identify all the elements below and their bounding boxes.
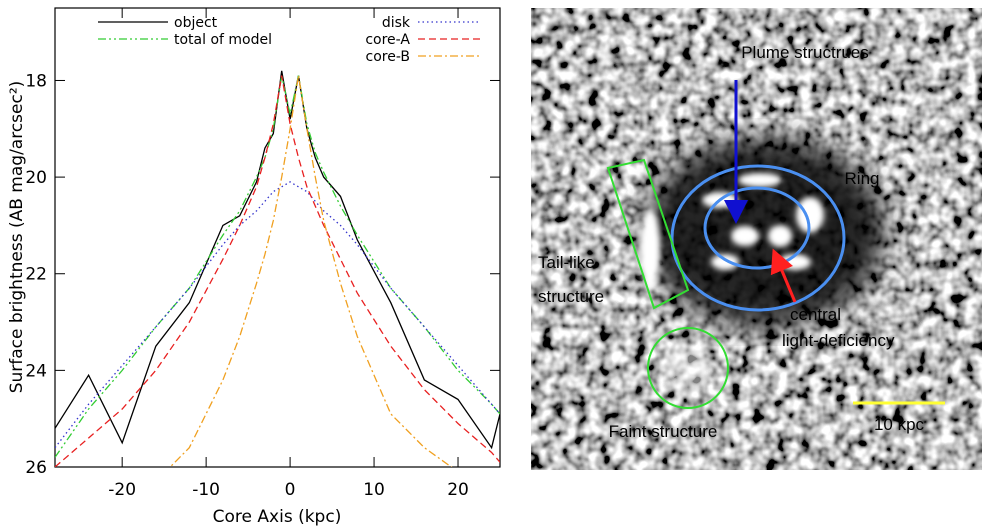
scale-label: 10 kpc	[874, 415, 925, 434]
central-label: central	[790, 305, 841, 324]
series-line	[55, 70, 500, 450]
ring-ellipse	[670, 164, 846, 312]
plume-label: Plume structrues	[741, 43, 869, 62]
y-tick-label: 24	[25, 361, 47, 381]
inner-ellipse	[703, 186, 811, 270]
faint-label: Faint structure	[609, 422, 718, 441]
y-tick-label: 20	[25, 168, 47, 188]
bright-blobs	[640, 173, 824, 394]
tail-label: structure	[538, 287, 604, 306]
x-tick-label: -20	[108, 480, 136, 500]
legend-label: object	[174, 15, 218, 31]
legend-label: core-B	[366, 49, 410, 65]
tail-outline	[606, 158, 690, 310]
y-tick-label: 26	[25, 458, 47, 478]
legend-label: disk	[382, 15, 411, 31]
tail-label: Tail-like	[538, 253, 595, 272]
legend-label: core-A	[365, 32, 410, 48]
y-tick-label: 18	[25, 71, 47, 91]
central-label: light-deficiency	[782, 331, 895, 350]
series-line	[55, 75, 500, 458]
central-arrow	[770, 248, 797, 303]
y-axis-label: Surface brightness (AB mag/arcsec²)	[7, 81, 27, 394]
image-panel: Plume structrues Ring Tail-like structur…	[531, 8, 982, 470]
x-tick-label: -10	[192, 480, 220, 500]
x-tick-label: 20	[447, 480, 469, 500]
series-line	[169, 75, 453, 467]
x-axis-label: Core Axis (kpc)	[213, 507, 342, 527]
faint-outline	[647, 327, 729, 409]
ring-label: Ring	[845, 169, 880, 188]
x-tick-label: 0	[285, 480, 296, 500]
x-tick-label: 10	[363, 480, 385, 500]
legend-label: total of model	[174, 32, 272, 48]
dark-region	[645, 137, 885, 327]
series-line	[55, 75, 500, 467]
plot-frame	[54, 7, 501, 468]
series-line	[55, 181, 500, 449]
y-tick-label: 22	[25, 265, 47, 285]
